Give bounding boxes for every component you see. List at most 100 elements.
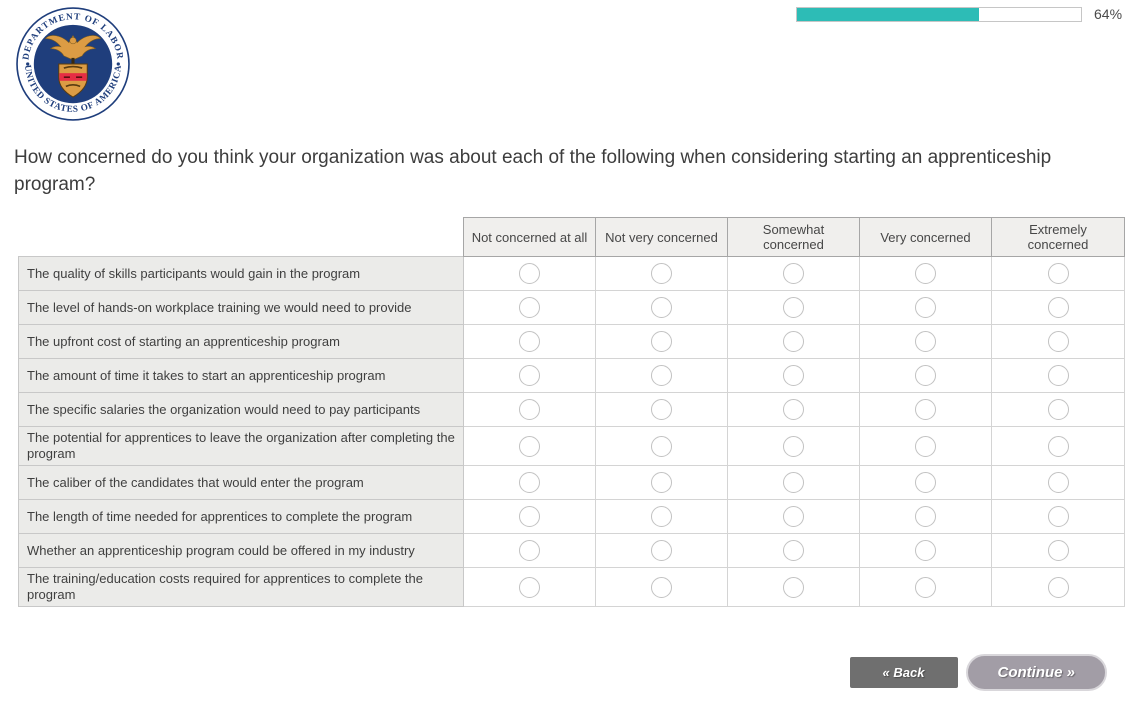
radio-button[interactable]: [783, 331, 804, 352]
radio-cell[interactable]: [595, 499, 728, 534]
radio-button[interactable]: [1047, 297, 1069, 318]
radio-cell[interactable]: [991, 358, 1125, 393]
radio-button[interactable]: [519, 365, 540, 386]
radio-button[interactable]: [915, 331, 936, 352]
radio-cell[interactable]: [727, 499, 860, 534]
radio-button[interactable]: [783, 365, 804, 386]
radio-button[interactable]: [915, 472, 936, 493]
radio-cell[interactable]: [595, 426, 728, 466]
back-button[interactable]: « Back: [849, 657, 958, 688]
radio-cell[interactable]: [463, 499, 596, 534]
radio-button[interactable]: [651, 331, 672, 352]
radio-button[interactable]: [783, 472, 804, 493]
radio-button[interactable]: [783, 576, 804, 598]
radio-button[interactable]: [1047, 472, 1069, 493]
radio-cell[interactable]: [463, 256, 596, 291]
radio-button[interactable]: [915, 263, 936, 284]
radio-button[interactable]: [651, 263, 672, 284]
radio-cell[interactable]: [595, 465, 728, 500]
radio-button[interactable]: [783, 263, 804, 284]
radio-button[interactable]: [1047, 331, 1069, 352]
radio-cell[interactable]: [727, 567, 860, 607]
radio-cell[interactable]: [859, 358, 992, 393]
radio-button[interactable]: [1047, 365, 1069, 386]
radio-cell[interactable]: [595, 290, 728, 325]
radio-cell[interactable]: [991, 499, 1125, 534]
radio-cell[interactable]: [595, 533, 728, 568]
radio-cell[interactable]: [859, 567, 992, 607]
radio-cell[interactable]: [727, 426, 860, 466]
radio-cell[interactable]: [463, 392, 596, 427]
radio-cell[interactable]: [463, 567, 596, 607]
radio-button[interactable]: [519, 263, 540, 284]
radio-button[interactable]: [915, 399, 936, 420]
radio-button[interactable]: [519, 540, 540, 561]
radio-button[interactable]: [915, 435, 936, 457]
radio-cell[interactable]: [595, 324, 728, 359]
radio-cell[interactable]: [463, 324, 596, 359]
radio-cell[interactable]: [463, 533, 596, 568]
radio-cell[interactable]: [859, 533, 992, 568]
radio-cell[interactable]: [463, 465, 596, 500]
radio-cell[interactable]: [991, 465, 1125, 500]
radio-cell[interactable]: [991, 426, 1125, 466]
radio-cell[interactable]: [991, 324, 1125, 359]
radio-button[interactable]: [519, 297, 540, 318]
radio-button[interactable]: [519, 399, 540, 420]
radio-cell[interactable]: [463, 290, 596, 325]
radio-button[interactable]: [783, 506, 804, 527]
radio-cell[interactable]: [991, 567, 1125, 607]
radio-button[interactable]: [783, 435, 804, 457]
continue-button[interactable]: Continue »: [965, 654, 1107, 691]
radio-cell[interactable]: [727, 256, 860, 291]
radio-button[interactable]: [915, 365, 936, 386]
radio-cell[interactable]: [991, 533, 1125, 568]
radio-button[interactable]: [651, 540, 672, 561]
radio-cell[interactable]: [859, 324, 992, 359]
radio-cell[interactable]: [991, 392, 1125, 427]
radio-button[interactable]: [783, 399, 804, 420]
radio-button[interactable]: [519, 472, 540, 493]
radio-cell[interactable]: [727, 533, 860, 568]
radio-cell[interactable]: [595, 392, 728, 427]
radio-button[interactable]: [1047, 576, 1069, 598]
radio-button[interactable]: [783, 297, 804, 318]
radio-button[interactable]: [651, 472, 672, 493]
radio-cell[interactable]: [727, 392, 860, 427]
radio-button[interactable]: [915, 506, 936, 527]
radio-button[interactable]: [915, 540, 936, 561]
radio-cell[interactable]: [859, 392, 992, 427]
radio-button[interactable]: [519, 435, 540, 457]
radio-button[interactable]: [783, 540, 804, 561]
radio-button[interactable]: [915, 576, 936, 598]
radio-cell[interactable]: [859, 426, 992, 466]
radio-button[interactable]: [915, 297, 936, 318]
radio-cell[interactable]: [859, 256, 992, 291]
radio-cell[interactable]: [595, 567, 728, 607]
radio-cell[interactable]: [595, 256, 728, 291]
radio-cell[interactable]: [727, 290, 860, 325]
radio-button[interactable]: [651, 399, 672, 420]
radio-button[interactable]: [1047, 399, 1069, 420]
radio-button[interactable]: [651, 297, 672, 318]
radio-cell[interactable]: [859, 499, 992, 534]
radio-cell[interactable]: [595, 358, 728, 393]
radio-cell[interactable]: [859, 465, 992, 500]
radio-button[interactable]: [1047, 435, 1069, 457]
radio-cell[interactable]: [463, 426, 596, 466]
radio-cell[interactable]: [463, 358, 596, 393]
radio-button[interactable]: [1047, 506, 1069, 527]
radio-button[interactable]: [651, 435, 672, 457]
radio-button[interactable]: [519, 576, 540, 598]
radio-cell[interactable]: [727, 324, 860, 359]
radio-button[interactable]: [1047, 540, 1069, 561]
radio-button[interactable]: [519, 506, 540, 527]
radio-button[interactable]: [651, 506, 672, 527]
radio-button[interactable]: [651, 365, 672, 386]
radio-button[interactable]: [519, 331, 540, 352]
radio-button[interactable]: [651, 576, 672, 598]
radio-cell[interactable]: [991, 256, 1125, 291]
radio-cell[interactable]: [727, 358, 860, 393]
radio-cell[interactable]: [727, 465, 860, 500]
radio-cell[interactable]: [859, 290, 992, 325]
